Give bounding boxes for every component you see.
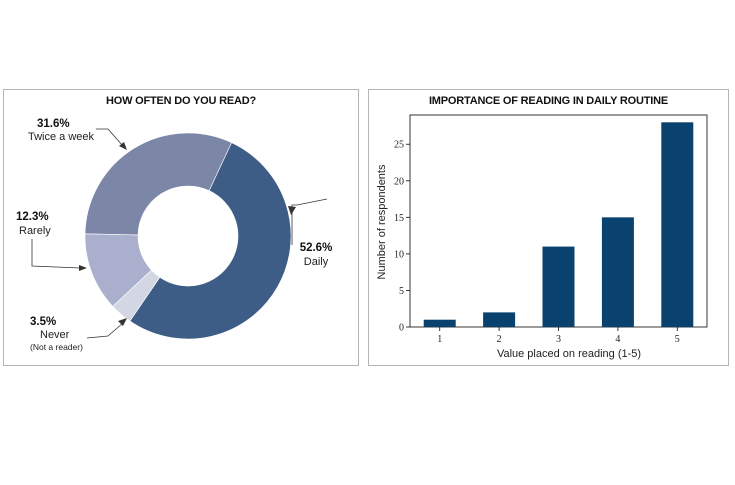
bar-3 bbox=[542, 246, 575, 327]
y-tick-label: 20 bbox=[394, 176, 404, 187]
rarely-label: Rarely bbox=[19, 225, 51, 237]
y-tick-label: 5 bbox=[399, 286, 404, 297]
y-tick-label: 25 bbox=[394, 140, 404, 151]
x-tick-label: 3 bbox=[556, 334, 561, 345]
never-sublabel: (Not a reader) bbox=[30, 342, 83, 352]
rarely-arrowhead bbox=[79, 265, 87, 271]
bar-2 bbox=[483, 312, 516, 327]
daily-leader-line bbox=[291, 198, 328, 245]
donut-chart: 31.6% Twice a week 12.3% Rarely 3.5% Nev… bbox=[16, 118, 333, 352]
y-tick-label: 0 bbox=[399, 323, 404, 334]
bar-1 bbox=[423, 319, 456, 327]
never-leader-line bbox=[86, 322, 124, 339]
y-tick-label: 10 bbox=[394, 249, 404, 260]
never-percent: 3.5% bbox=[30, 316, 56, 328]
twice-a-week-percent: 31.6% bbox=[37, 118, 70, 130]
x-tick-label: 1 bbox=[437, 334, 442, 345]
x-tick-label: 4 bbox=[615, 334, 620, 345]
rarely-leader-line bbox=[31, 239, 81, 269]
donut-slice-twice-a-week bbox=[84, 132, 232, 236]
x-tick-label: 2 bbox=[497, 334, 502, 345]
y-axis-label: Number of respondents bbox=[376, 164, 388, 279]
daily-label: Daily bbox=[304, 256, 329, 268]
twice-a-week-leader-line bbox=[96, 128, 124, 147]
donut-chart-title: HOW OFTEN DO YOU READ? bbox=[105, 95, 256, 107]
bar-4 bbox=[601, 217, 634, 327]
x-tick-label: 5 bbox=[675, 334, 680, 345]
never-arrowhead bbox=[118, 318, 127, 326]
never-label: Never bbox=[40, 329, 70, 341]
bar-chart-panel: IMPORTANCE OF READING IN DAILY ROUTINE 0… bbox=[368, 89, 729, 366]
x-axis-label: Value placed on reading (1-5) bbox=[497, 348, 641, 360]
y-tick-label: 15 bbox=[394, 213, 404, 224]
bar-chart-title: IMPORTANCE OF READING IN DAILY ROUTINE bbox=[428, 95, 669, 107]
donut-slice-daily bbox=[129, 142, 292, 340]
daily-arrowhead bbox=[288, 206, 296, 215]
daily-percent: 52.6% bbox=[300, 242, 333, 254]
bar-5 bbox=[661, 122, 694, 327]
twice-a-week-label: Twice a week bbox=[28, 131, 95, 143]
bar-chart: 0 5 10 15 20 25 1 2 3 4 5 Value placed on reading… bbox=[376, 114, 708, 360]
donut-chart-panel: HOW OFTEN DO YOU READ? 31.6% Twice a wee… bbox=[3, 89, 359, 366]
twice-a-week-arrowhead bbox=[119, 142, 127, 150]
rarely-percent: 12.3% bbox=[16, 211, 49, 223]
